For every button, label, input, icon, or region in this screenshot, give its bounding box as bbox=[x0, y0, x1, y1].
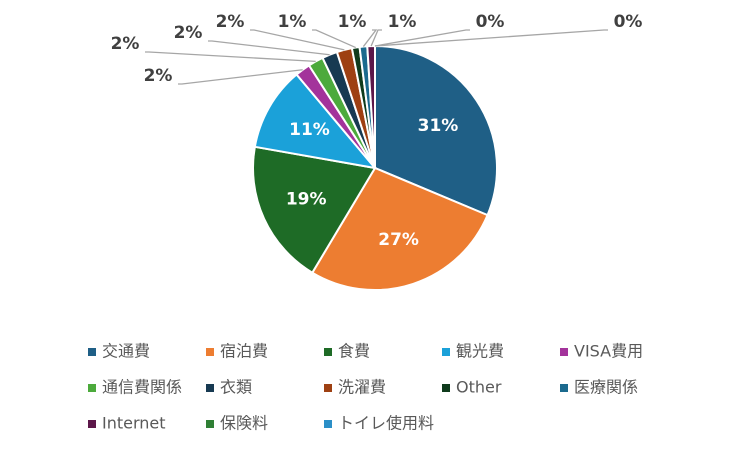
data-label: 2% bbox=[216, 12, 245, 32]
legend-swatch bbox=[88, 420, 96, 428]
data-label: 1% bbox=[278, 12, 307, 32]
legend-swatch bbox=[324, 348, 332, 356]
leader-line bbox=[374, 29, 608, 47]
legend-label: Internet bbox=[102, 414, 166, 433]
legend-swatch bbox=[560, 384, 568, 392]
legend-swatch bbox=[442, 348, 450, 356]
data-label: 0% bbox=[476, 12, 505, 32]
leader-line bbox=[208, 40, 330, 56]
legend-swatch bbox=[88, 384, 96, 392]
legend-label: 交通費 bbox=[102, 342, 150, 361]
legend-swatch bbox=[324, 384, 332, 392]
leader-line bbox=[145, 51, 316, 63]
legend-label: VISA費用 bbox=[574, 342, 643, 361]
leader-line bbox=[312, 29, 356, 49]
data-label: 1% bbox=[338, 12, 367, 32]
legend-swatch bbox=[206, 348, 214, 356]
leader-line bbox=[178, 69, 303, 85]
leader-line bbox=[250, 29, 345, 51]
data-label: 11% bbox=[289, 120, 330, 140]
legend-label: 通信費関係 bbox=[102, 378, 182, 397]
legend-label: 医療関係 bbox=[574, 378, 638, 397]
legend-label: 衣類 bbox=[220, 378, 252, 397]
legend-swatch bbox=[88, 348, 96, 356]
leader-line bbox=[374, 29, 470, 47]
data-label: 31% bbox=[418, 116, 459, 136]
leader-line bbox=[362, 29, 378, 47]
data-label: 1% bbox=[388, 12, 417, 32]
legend-label: 保険料 bbox=[220, 414, 268, 433]
legend-swatch bbox=[442, 384, 450, 392]
legend-label: 観光費 bbox=[456, 342, 504, 361]
data-label: 0% bbox=[614, 12, 643, 32]
pie-slice bbox=[310, 166, 489, 291]
legend-swatch bbox=[324, 420, 332, 428]
pie-slice bbox=[374, 44, 498, 217]
pie-slice bbox=[253, 73, 378, 170]
data-label: 19% bbox=[286, 189, 327, 209]
data-label: 27% bbox=[378, 230, 419, 250]
data-label: 2% bbox=[111, 34, 140, 54]
legend-label: Other bbox=[456, 378, 502, 397]
leader-line bbox=[370, 29, 382, 47]
data-label: 2% bbox=[144, 66, 173, 86]
legend-swatch bbox=[206, 384, 214, 392]
legend-label: トイレ使用料 bbox=[338, 414, 434, 433]
legend-label: 宿泊費 bbox=[220, 342, 268, 361]
legend-label: 食費 bbox=[338, 342, 370, 361]
pie-slice bbox=[252, 145, 377, 275]
legend-swatch bbox=[206, 420, 214, 428]
legend-label: 洗濯費 bbox=[338, 378, 386, 397]
data-label: 2% bbox=[174, 23, 203, 43]
legend-swatch bbox=[560, 348, 568, 356]
